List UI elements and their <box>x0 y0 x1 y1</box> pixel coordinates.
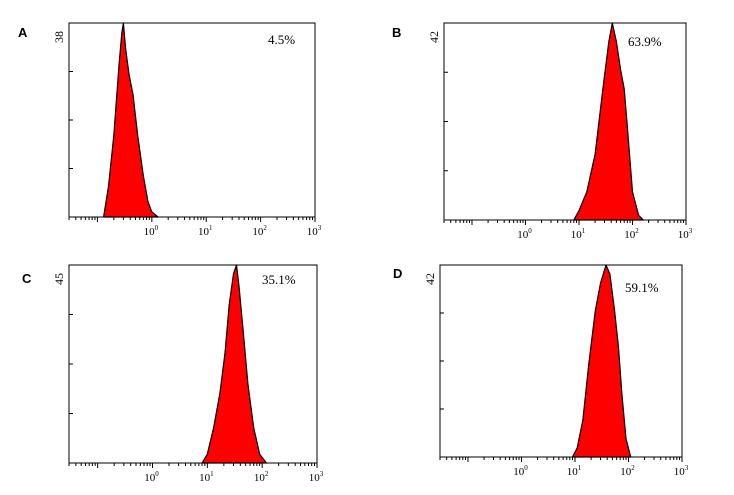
panel-letter: C <box>22 271 32 286</box>
x-tick-base: 10 <box>571 229 583 241</box>
percentage-label: 59.1% <box>625 280 659 295</box>
x-tick-base: 10 <box>144 226 156 238</box>
histogram-area <box>103 22 159 218</box>
x-tick-base: 10 <box>620 466 632 478</box>
x-tick-exponent: 2 <box>631 464 635 472</box>
x-tick-exponent: 0 <box>155 224 159 232</box>
histogram-area <box>571 264 632 458</box>
panel-letter: B <box>392 25 401 40</box>
x-tick-base: 10 <box>517 229 529 241</box>
y-max-label: 45 <box>52 273 66 285</box>
x-tick-exponent: 1 <box>210 470 214 478</box>
plot-frame <box>443 22 687 221</box>
x-tick-base: 10 <box>567 466 579 478</box>
x-tick-label: 101 <box>571 227 586 241</box>
x-tick-base: 10 <box>678 229 690 241</box>
x-tick-base: 10 <box>254 472 266 484</box>
x-tick-label: 101 <box>199 470 214 484</box>
x-tick-exponent: 1 <box>582 227 586 235</box>
x-tick-exponent: 2 <box>635 227 639 235</box>
percentage-label: 4.5% <box>268 32 295 47</box>
x-tick-exponent: 3 <box>689 227 693 235</box>
x-tick-base: 10 <box>252 226 264 238</box>
x-tick-base: 10 <box>144 472 156 484</box>
x-tick-exponent: 0 <box>155 470 159 478</box>
x-tick-exponent: 0 <box>528 227 532 235</box>
percentage-label: 63.9% <box>628 34 662 49</box>
y-max-label: 42 <box>423 273 437 285</box>
x-tick-label: 103 <box>674 464 689 478</box>
percentage-label: 35.1% <box>262 272 296 287</box>
x-tick-exponent: 0 <box>524 464 528 472</box>
histogram-area <box>201 264 268 464</box>
x-tick-base: 10 <box>624 229 636 241</box>
x-tick-label: 100 <box>517 227 532 241</box>
x-tick-label: 100 <box>513 464 528 478</box>
x-tick-label: 100 <box>144 224 159 238</box>
x-tick-exponent: 3 <box>318 224 322 232</box>
x-tick-exponent: 3 <box>685 464 689 472</box>
x-tick-base: 10 <box>674 466 686 478</box>
x-tick-base: 10 <box>198 226 210 238</box>
plot-frame <box>68 22 316 218</box>
y-max-label: 38 <box>52 31 66 43</box>
panel-letter: D <box>393 266 402 281</box>
x-tick-exponent: 2 <box>265 470 269 478</box>
histogram-area <box>573 22 644 221</box>
x-tick-exponent: 1 <box>209 224 213 232</box>
x-tick-label: 102 <box>620 464 635 478</box>
x-tick-label: 102 <box>252 224 267 238</box>
x-tick-base: 10 <box>307 226 319 238</box>
x-tick-label: 100 <box>144 470 159 484</box>
x-tick-base: 10 <box>513 466 525 478</box>
x-tick-label: 101 <box>567 464 582 478</box>
x-tick-base: 10 <box>309 472 321 484</box>
x-tick-label: 102 <box>254 470 269 484</box>
plot-frame <box>68 264 318 464</box>
panel-letter: A <box>18 25 28 40</box>
x-tick-exponent: 1 <box>578 464 582 472</box>
x-tick-label: 101 <box>198 224 213 238</box>
y-max-label: 42 <box>427 31 441 43</box>
x-tick-label: 103 <box>307 224 322 238</box>
x-tick-label: 103 <box>309 470 324 484</box>
x-tick-exponent: 2 <box>263 224 267 232</box>
x-tick-exponent: 3 <box>320 470 324 478</box>
x-tick-label: 102 <box>624 227 639 241</box>
x-tick-label: 103 <box>678 227 693 241</box>
x-tick-base: 10 <box>199 472 211 484</box>
